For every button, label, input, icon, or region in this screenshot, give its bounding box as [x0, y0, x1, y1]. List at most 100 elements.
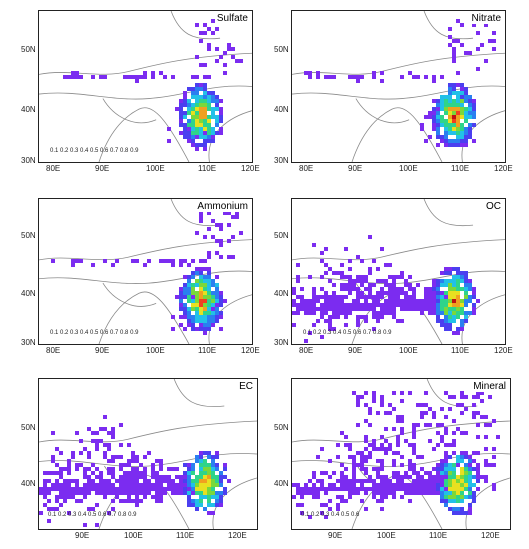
concentration-cell [328, 267, 332, 271]
concentration-cell [119, 475, 123, 479]
concentration-cell [336, 503, 340, 507]
concentration-cell [183, 275, 187, 279]
concentration-cell [199, 215, 203, 219]
concentration-cell [408, 287, 412, 291]
concentration-cell [440, 479, 444, 483]
concentration-cell [456, 71, 460, 75]
concentration-cell [460, 115, 464, 119]
concentration-cell [207, 103, 211, 107]
concentration-cell [308, 311, 312, 315]
concentration-cell [83, 487, 87, 491]
concentration-cell [51, 459, 55, 463]
concentration-cell [187, 139, 191, 143]
concentration-cell [139, 487, 143, 491]
concentration-cell [187, 103, 191, 107]
concentration-cell [143, 475, 147, 479]
concentration-cell [183, 487, 187, 491]
concentration-cell [215, 223, 219, 227]
concentration-cell [460, 507, 464, 511]
concentration-cell [175, 491, 179, 495]
concentration-cell [223, 475, 227, 479]
concentration-cell [464, 111, 468, 115]
concentration-cell [360, 259, 364, 263]
concentration-cell [440, 303, 444, 307]
concentration-cell [392, 275, 396, 279]
concentration-cell [352, 471, 356, 475]
concentration-cell [211, 235, 215, 239]
concentration-cell [336, 479, 340, 483]
concentration-cell [175, 295, 179, 299]
concentration-cell [211, 99, 215, 103]
y-tick-label: 40N [21, 289, 36, 298]
concentration-cell [199, 219, 203, 223]
concentration-cell [400, 419, 404, 423]
map-panel-mineral: Mineral 0.1 0.2 0.3 0.4 0.5 0.6 [291, 378, 511, 530]
concentration-cell [115, 487, 119, 491]
concentration-cell [372, 327, 376, 331]
concentration-cell [159, 459, 163, 463]
concentration-cell [456, 307, 460, 311]
concentration-cell [123, 499, 127, 503]
concentration-cell [207, 299, 211, 303]
concentration-cell [412, 299, 416, 303]
concentration-cell [360, 455, 364, 459]
concentration-cell [304, 487, 308, 491]
concentration-cell [215, 103, 219, 107]
concentration-cell [444, 267, 448, 271]
concentration-cell [183, 463, 187, 467]
concentration-cell [468, 131, 472, 135]
concentration-cell [300, 303, 304, 307]
concentration-cell [187, 491, 191, 495]
concentration-cell [420, 483, 424, 487]
concentration-cell [444, 271, 448, 275]
concentration-cell [183, 135, 187, 139]
concentration-cell [107, 459, 111, 463]
concentration-cell [448, 495, 452, 499]
x-tick-label: 110E [198, 164, 217, 173]
concentration-cell [484, 463, 488, 467]
concentration-cell [63, 487, 67, 491]
concentration-cell [388, 299, 392, 303]
concentration-cell [456, 499, 460, 503]
concentration-cell [416, 483, 420, 487]
concentration-cell [352, 483, 356, 487]
concentration-cell [195, 479, 199, 483]
concentration-cell [155, 475, 159, 479]
concentration-cell [223, 71, 227, 75]
concentration-cell [472, 311, 476, 315]
concentration-cell [223, 491, 227, 495]
concentration-cell [55, 463, 59, 467]
concentration-cell [75, 499, 79, 503]
concentration-cell [195, 279, 199, 283]
concentration-cell [400, 271, 404, 275]
concentration-cell [380, 287, 384, 291]
concentration-cell [111, 483, 115, 487]
concentration-cell [199, 463, 203, 467]
concentration-cell [464, 279, 468, 283]
concentration-cell [151, 495, 155, 499]
concentration-cell [448, 323, 452, 327]
x-tick-label: 90E [328, 531, 343, 540]
concentration-cell [456, 283, 460, 287]
concentration-cell [207, 135, 211, 139]
concentration-cell [364, 287, 368, 291]
concentration-cell [408, 303, 412, 307]
concentration-cell [199, 87, 203, 91]
concentration-cell [344, 475, 348, 479]
concentration-cell [356, 291, 360, 295]
concentration-cell [203, 463, 207, 467]
concentration-cell [195, 75, 199, 79]
concentration-cell [440, 483, 444, 487]
boundary-line [292, 270, 505, 284]
colorbar [299, 338, 399, 342]
concentration-cell [484, 475, 488, 479]
concentration-cell [472, 411, 476, 415]
concentration-cell [71, 451, 75, 455]
concentration-cell [316, 75, 320, 79]
concentration-cell [211, 463, 215, 467]
concentration-cell [436, 135, 440, 139]
concentration-cell [452, 127, 456, 131]
concentration-cell [195, 283, 199, 287]
concentration-cell [460, 459, 464, 463]
concentration-cell [436, 143, 440, 147]
